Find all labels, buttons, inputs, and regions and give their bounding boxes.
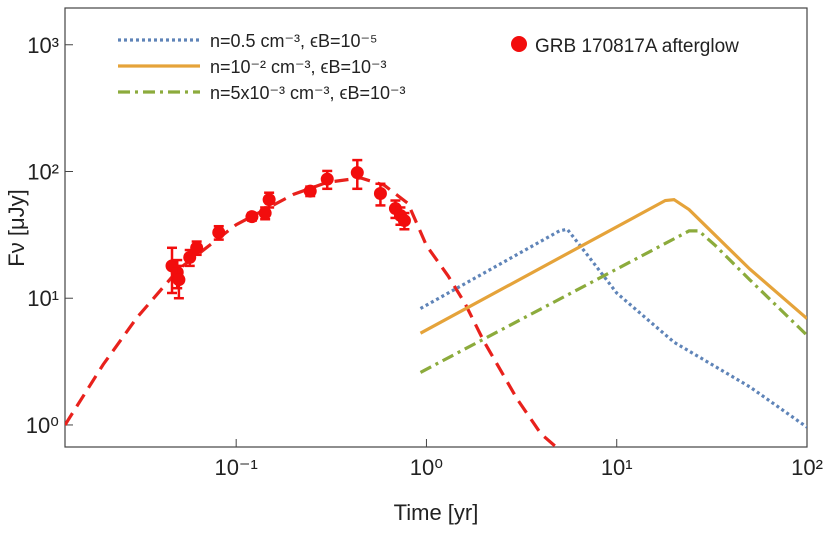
data-point xyxy=(397,214,411,228)
legend-label: GRB 170817A afterglow xyxy=(535,36,739,57)
y-axis-label: Fν [μJy] xyxy=(4,189,29,266)
y-tick-label: 10⁰ xyxy=(26,413,59,438)
data-point xyxy=(320,172,334,186)
x-axis-label: Time [yr] xyxy=(394,500,479,525)
x-tick-label: 10¹ xyxy=(601,455,633,480)
data-point xyxy=(303,184,317,198)
series-line xyxy=(419,229,807,374)
plot-area xyxy=(65,158,807,447)
y-tick-label: 10¹ xyxy=(27,286,59,311)
data-point xyxy=(190,241,204,255)
x-tick-label: 10⁰ xyxy=(410,455,443,480)
legend-label: n=10⁻² cm⁻³, ϵB=10⁻³ xyxy=(210,57,387,77)
plot-frame xyxy=(64,7,808,448)
y-tick-label: 10² xyxy=(27,159,59,184)
legend-label: n=0.5 cm⁻³, ϵB=10⁻⁵ xyxy=(210,31,378,51)
data-point xyxy=(350,166,364,180)
legend-label: n=5x10⁻³ cm⁻³, ϵB=10⁻³ xyxy=(210,83,406,103)
data-point xyxy=(373,187,387,201)
data-point xyxy=(258,206,272,220)
y-tick-label: 10³ xyxy=(27,33,59,58)
x-tick-label: 10⁻¹ xyxy=(214,455,257,480)
data-point xyxy=(245,210,259,224)
series-line xyxy=(65,176,558,447)
series-line xyxy=(419,227,807,429)
data-point xyxy=(172,273,186,287)
data-point xyxy=(212,226,226,240)
x-tick-label: 10² xyxy=(791,455,823,480)
series-line xyxy=(419,197,807,335)
data-point xyxy=(262,193,276,207)
legend-marker xyxy=(511,36,527,52)
